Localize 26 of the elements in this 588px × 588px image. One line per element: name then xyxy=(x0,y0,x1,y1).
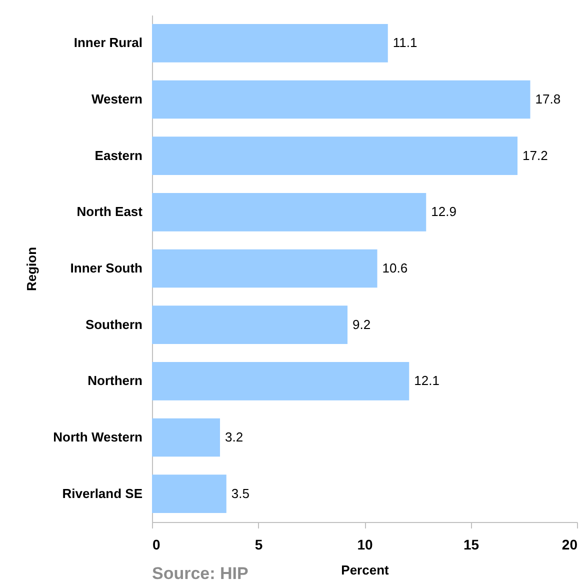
y-tick-label: Riverland SE xyxy=(62,486,143,501)
data-label: 17.8 xyxy=(535,92,561,106)
y-tick-label: Northern xyxy=(88,373,143,388)
y-axis-title: Region xyxy=(24,246,40,292)
data-label: 11.1 xyxy=(392,35,418,50)
y-tick-label: Inner South xyxy=(70,260,143,276)
data-label: 3.2 xyxy=(225,430,244,444)
data-label: 17.2 xyxy=(522,148,548,163)
data-label: 12.1 xyxy=(414,373,440,388)
y-tick-label: North East xyxy=(76,204,144,220)
x-tick-label: 20 xyxy=(562,536,578,552)
source-note: Source: HIP xyxy=(152,564,248,584)
y-tick-label: Southern xyxy=(85,316,143,332)
x-tick-label: 0 xyxy=(152,536,160,552)
x-tick-label: 5 xyxy=(254,536,263,552)
x-tick-label: 10 xyxy=(357,536,373,552)
y-tick-label: North Western xyxy=(53,430,143,444)
y-tick-label: Eastern xyxy=(94,148,143,163)
x-tick-label: 15 xyxy=(463,536,480,552)
y-tick-label: Western xyxy=(91,92,143,106)
data-label: 3.5 xyxy=(231,486,250,501)
data-label: 10.6 xyxy=(382,260,408,276)
data-label: 12.9 xyxy=(431,204,456,220)
x-axis-title: Percent xyxy=(341,562,390,578)
y-tick-label: Inner Rural xyxy=(74,35,142,50)
data-label: 9.2 xyxy=(352,316,371,332)
